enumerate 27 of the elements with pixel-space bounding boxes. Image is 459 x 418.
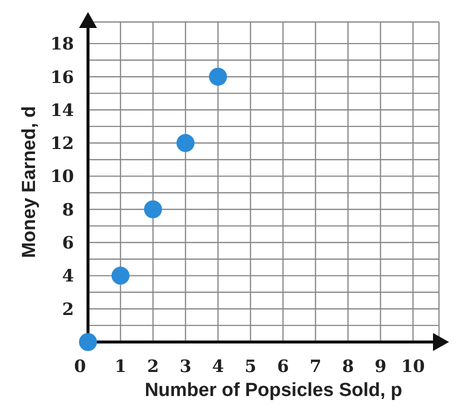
x-tick-label: 4	[212, 357, 224, 377]
y-tick-label: 12	[50, 134, 74, 154]
y-tick-label: 14	[50, 100, 74, 121]
x-tick-label: 7	[310, 357, 322, 377]
point	[209, 68, 227, 86]
x-tick-label: 0	[74, 357, 86, 377]
x-tick-label: 8	[342, 357, 354, 377]
x-tick-label: 5	[244, 357, 256, 377]
x-tick-label: 3	[180, 357, 192, 377]
x-tick-label: 10	[401, 357, 425, 377]
x-tick-label: 1	[114, 357, 126, 377]
x-tick-label: 2	[147, 357, 159, 377]
point	[79, 333, 97, 351]
y-axis-title: Money Earned, d	[19, 106, 40, 258]
y-tick-label: 18	[50, 34, 74, 55]
y-tick-label: 10	[50, 167, 74, 188]
point	[112, 266, 130, 285]
point	[176, 134, 194, 152]
y-tick-label: 4	[62, 266, 74, 287]
y-tick-label: 8	[62, 200, 74, 220]
point	[144, 200, 162, 218]
y-tick-label: 16	[50, 68, 74, 88]
x-tick-label: 6	[277, 357, 289, 377]
y-tick-label: 6	[62, 234, 74, 254]
y-tick-label: 2	[62, 300, 74, 320]
x-axis-title: Number of Popsicles Sold, p	[144, 380, 402, 401]
x-tick-label: 9	[374, 357, 386, 377]
